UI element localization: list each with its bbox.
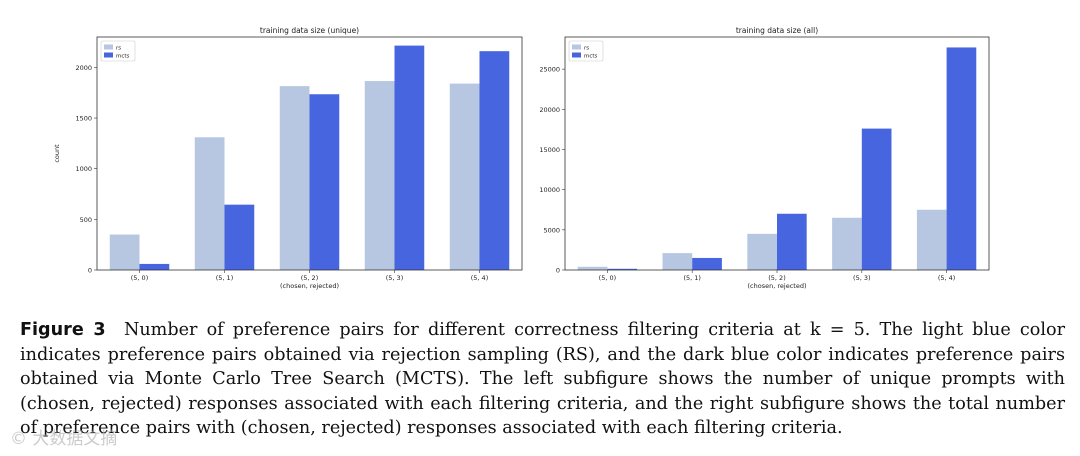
bar-rs <box>194 137 225 270</box>
bar-mcts <box>692 257 722 270</box>
legend-swatch-rs <box>104 44 113 50</box>
caption-text: Number of preference pairs for different… <box>20 320 1065 438</box>
x-tick-label: (5, 0) <box>599 274 616 282</box>
y-tick-label: 2000 <box>75 64 92 72</box>
chart-title: training data size (unique) <box>260 26 359 35</box>
bar-mcts <box>777 213 807 270</box>
x-tick-label: (5, 0) <box>131 274 148 282</box>
chart-title: training data size (all) <box>736 26 818 35</box>
plot-frame <box>564 36 990 271</box>
y-axis-label: count <box>53 144 61 163</box>
legend-label-mcts: mcts <box>116 53 130 59</box>
bar-mcts <box>607 268 638 270</box>
x-tick-label: (5, 4) <box>471 274 488 282</box>
bar-rs <box>662 253 693 270</box>
bar-rs <box>577 266 608 270</box>
bar-rs <box>449 83 480 270</box>
chart-unique: training data size (unique) 0 500 1000 1500 2… <box>53 26 523 290</box>
x-tick-label: (5, 1) <box>683 274 700 282</box>
y-tick-label: 20000 <box>540 106 560 114</box>
x-tick-label: (5, 2) <box>768 274 785 282</box>
bar-rs <box>747 233 777 270</box>
x-axis-label: (chosen, rejected) <box>748 282 807 290</box>
y-tick-label: 5000 <box>543 226 560 234</box>
x-tick-label: (5, 3) <box>386 274 403 282</box>
legend-label-rs: rs <box>116 45 121 51</box>
y-tick-label: 0 <box>556 267 560 275</box>
y-tick-label: 25000 <box>540 66 560 74</box>
watermark: © 大数据文摘 <box>10 429 118 449</box>
bar-mcts <box>224 204 255 270</box>
x-tick-label: (5, 1) <box>216 274 233 282</box>
y-tick-label: 500 <box>80 216 92 224</box>
bar-rs <box>109 234 140 270</box>
y-tick-label: 15000 <box>540 146 560 154</box>
bar-mcts <box>946 47 977 271</box>
bar-mcts <box>309 94 340 270</box>
bar-rs <box>279 86 310 271</box>
bar-rs <box>916 209 947 270</box>
x-tick-label: (5, 2) <box>301 274 318 282</box>
x-tick-label: (5, 4) <box>938 274 955 282</box>
legend-swatch-mcts <box>572 52 581 58</box>
legend-label-mcts: mcts <box>584 53 598 59</box>
y-tick-label: 10000 <box>540 186 560 194</box>
bar-mcts <box>479 51 510 270</box>
bar-rs <box>832 217 862 270</box>
figure-row: training data size (unique) 0 500 1000 1500 2… <box>53 26 990 290</box>
legend-swatch-rs <box>572 44 581 50</box>
caption-label: Figure 3 <box>20 320 106 340</box>
figure-caption: Figure 3 Number of preference pairs for … <box>20 318 1065 441</box>
y-tick-label: 1500 <box>75 115 92 123</box>
y-tick-label: 0 <box>88 267 92 275</box>
legend-swatch-mcts <box>104 52 113 58</box>
plot-frame <box>96 36 523 271</box>
bar-mcts <box>394 45 425 270</box>
y-tick-label: 1000 <box>75 165 92 173</box>
bar-mcts <box>861 128 892 270</box>
legend-label-rs: rs <box>584 45 589 51</box>
x-tick-label: (5, 3) <box>853 274 870 282</box>
bar-mcts <box>139 263 170 270</box>
bar-rs <box>364 81 395 271</box>
x-axis-label: (chosen, rejected) <box>280 282 339 290</box>
chart-all: training data size (all) 0 5000 10000 15000 2… <box>540 26 990 290</box>
